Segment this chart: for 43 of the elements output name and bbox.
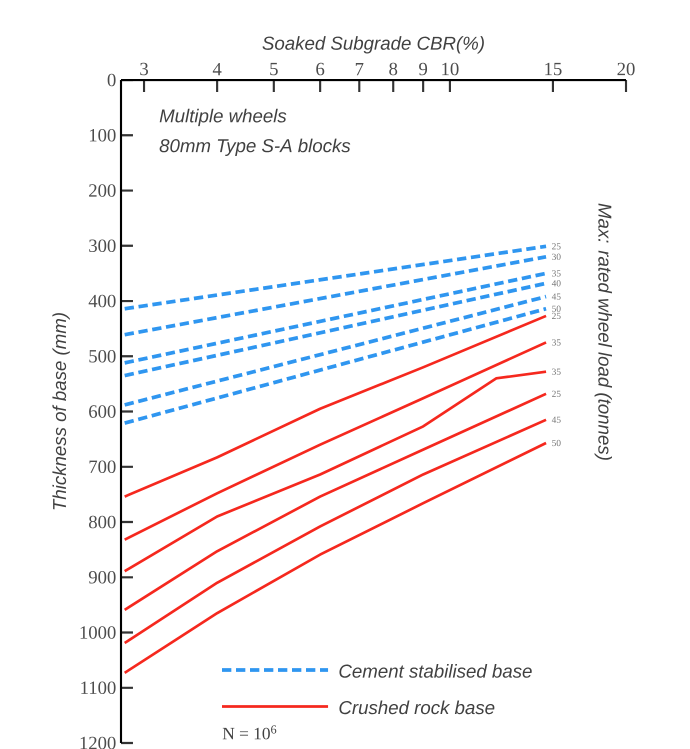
annotation: 80mm Type S-A blocks — [160, 138, 350, 156]
x-tick-label: 3 — [140, 62, 148, 76]
y2-axis-title: Max: rated wheel load (tonnes) — [594, 204, 612, 460]
series-label: 45 — [552, 416, 561, 423]
y-tick-label: 200 — [89, 184, 116, 197]
x-tick-label: 7 — [356, 63, 364, 76]
series-label: 25 — [552, 243, 561, 250]
series-label: 35 — [552, 270, 561, 277]
series-label: 35 — [552, 368, 561, 375]
y-axis-title: Thickness of base (mm) — [52, 313, 70, 510]
series-label: 45 — [552, 293, 561, 300]
annotation: N = 10$^{6}$ — [222, 725, 276, 740]
annotation: Cement stabilised base — [339, 664, 532, 678]
x-tick-label: 9 — [419, 62, 428, 76]
series-label: 25 — [552, 312, 561, 320]
series-label: 40 — [552, 280, 561, 286]
x-axis-title: Soaked Subgrade CBR(%) — [262, 36, 484, 54]
y-tick-label: 1200 — [80, 736, 116, 749]
annotation: Multiple wheels — [160, 108, 286, 126]
series-label: 35 — [552, 339, 561, 346]
x-tick-label: 10 — [442, 62, 459, 76]
x-tick-label: 6 — [316, 62, 324, 76]
y-tick-label: 0 — [108, 74, 116, 86]
series-label: 50 — [552, 440, 561, 446]
y-tick-label: 600 — [89, 405, 116, 418]
y-tick-label: 100 — [90, 128, 116, 142]
series-label: 25 — [552, 390, 561, 397]
series-label: 50 — [552, 306, 561, 312]
y-tick-label: 1000 — [80, 626, 116, 639]
annotation: Crushed rock base — [339, 700, 494, 714]
x-tick-label: 20 — [617, 62, 635, 76]
series-label: 30 — [552, 254, 561, 260]
y-tick-label: 300 — [89, 239, 116, 252]
y-tick-label: 1100 — [81, 681, 116, 694]
y-tick-label: 500 — [89, 350, 116, 363]
y-tick-label: 700 — [90, 460, 116, 474]
x-tick-label: 15 — [545, 62, 562, 76]
x-tick-label: 5 — [270, 62, 278, 76]
x-tick-label: 4 — [212, 62, 222, 76]
y-tick-label: 800 — [89, 516, 116, 528]
x-tick-label: 8 — [389, 62, 398, 76]
y-tick-label: 400 — [88, 294, 116, 308]
y-tick-label: 900 — [88, 570, 116, 584]
